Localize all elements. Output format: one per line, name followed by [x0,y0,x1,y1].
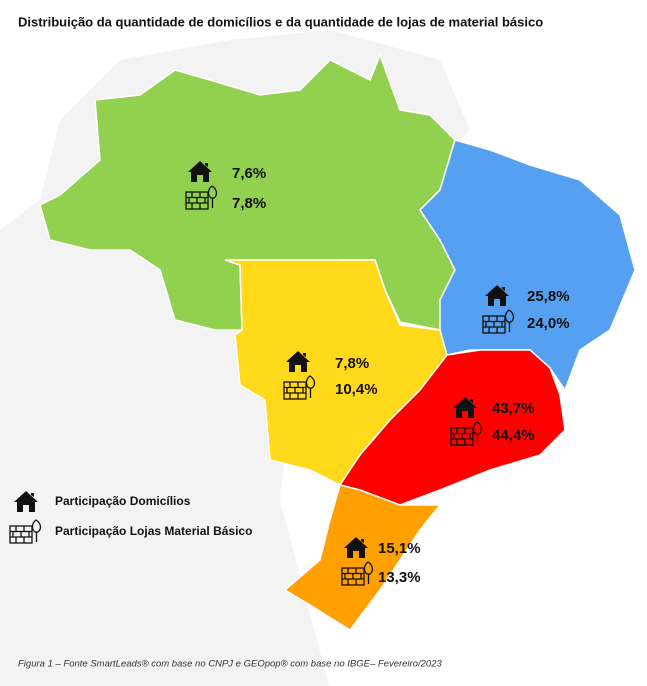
legend-households: Participação Domicílios [55,494,191,508]
stores-share: 44,4% [492,427,535,444]
stores-share: 7,8% [232,195,266,212]
stores-share: 10,4% [335,381,378,398]
households-share: 15,1% [378,540,421,557]
households-share: 43,7% [492,400,535,417]
households-share: 7,8% [335,355,369,372]
caption: Figura 1 – Fonte SmartLeads® com base no… [18,659,442,670]
stores-share: 24,0% [527,315,570,332]
title: Distribuição da quantidade de domicílios… [18,14,543,29]
households-share: 7,6% [232,165,266,182]
legend-stores: Participação Lojas Material Básico [55,524,252,538]
households-share: 25,8% [527,288,570,305]
stores-share: 13,3% [378,569,421,586]
